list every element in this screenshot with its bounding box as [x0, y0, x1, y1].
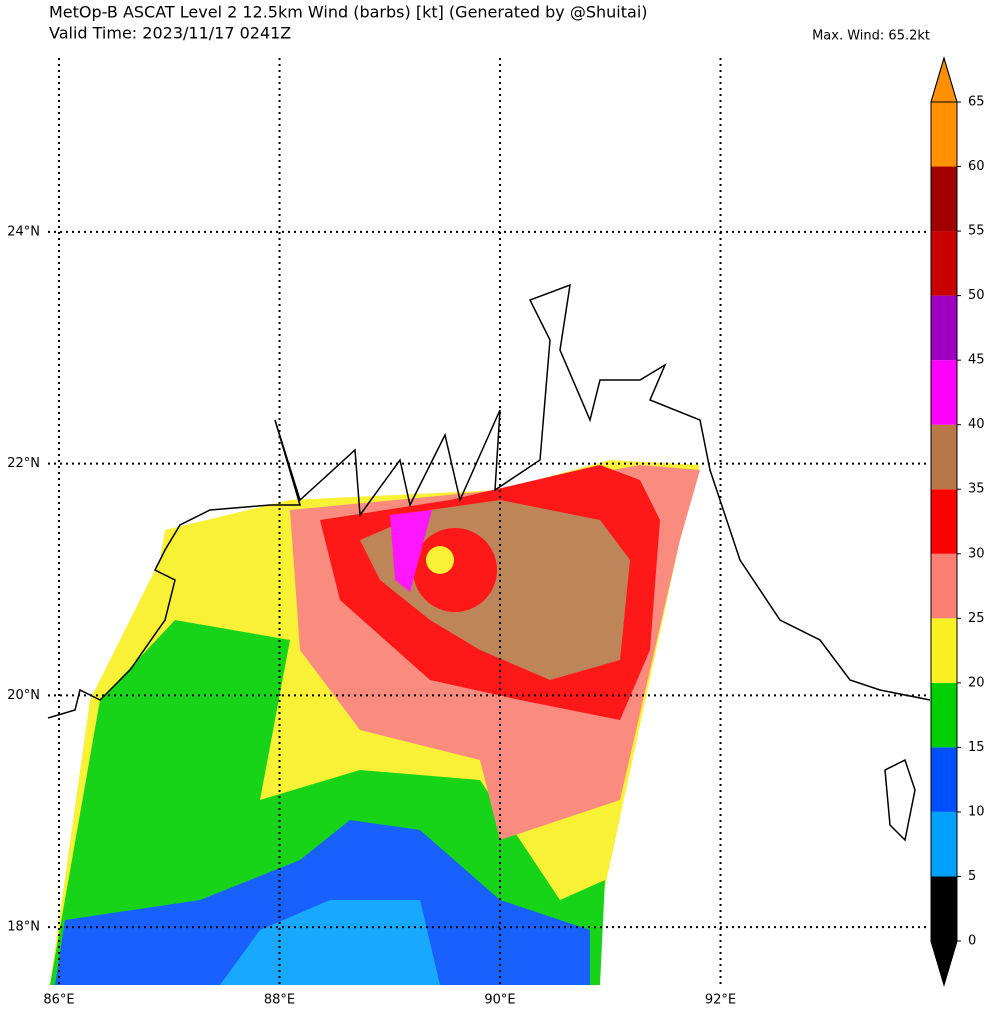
colorbar-label: 50	[968, 288, 985, 303]
colorbar-label: 35	[968, 482, 985, 497]
subtitle: Valid Time: 2023/11/17 0241Z	[49, 24, 291, 43]
colorbar-label: 20	[968, 675, 985, 690]
colorbar-label: 60	[968, 159, 985, 174]
wind-patch	[390, 510, 432, 592]
colorbar: 0 5 10 15 20 25 30 35 40 45 50 55 60 65	[930, 56, 985, 987]
wind-field	[50, 460, 700, 985]
colorbar-segment	[931, 876, 957, 941]
y-tick-label: 22°N	[7, 456, 40, 471]
title: MetOp-B ASCAT Level 2 12.5km Wind (barbs…	[49, 3, 648, 22]
x-tick-label: 88°E	[264, 993, 295, 1008]
colorbar-segment	[931, 295, 957, 361]
coastline	[47, 283, 931, 842]
colorbar-segment	[931, 424, 957, 490]
colorbar-segment	[931, 747, 957, 812]
colorbar-label: 5	[968, 869, 976, 884]
wind-patch	[55, 820, 590, 985]
colorbar-label: 40	[968, 417, 985, 432]
x-tick-label: 92°E	[705, 993, 736, 1008]
colorbar-label: 55	[968, 224, 985, 239]
y-tick-label: 18°N	[7, 920, 40, 935]
colorbar-segment	[931, 811, 957, 877]
colorbar-segment	[931, 682, 957, 748]
island	[884, 758, 916, 842]
colorbar-segment	[931, 360, 957, 425]
colorbar-label: 15	[968, 740, 985, 755]
max-wind: Max. Wind: 65.2kt	[812, 29, 930, 44]
colorbar-label: 30	[968, 546, 985, 561]
colorbar-segment	[931, 489, 957, 554]
colorbar-label: 0	[968, 934, 976, 949]
colorbar-label: 10	[968, 804, 985, 819]
colorbar-segment	[931, 231, 957, 296]
colorbar-label: 45	[968, 353, 985, 368]
wind-patch	[220, 900, 440, 985]
colorbar-segment	[931, 553, 957, 619]
colorbar-label: 65	[968, 95, 985, 110]
x-tick-label: 86°E	[43, 993, 74, 1008]
y-tick-label: 20°N	[7, 688, 40, 703]
y-tick-label: 24°N	[7, 224, 40, 239]
wind-patch	[413, 528, 497, 612]
x-tick-label: 90°E	[484, 993, 515, 1008]
colorbar-segment	[931, 618, 957, 683]
colorbar-label: 25	[968, 611, 985, 626]
coast	[47, 283, 931, 719]
colorbar-extend-top	[930, 56, 958, 103]
colorbar-segment	[931, 166, 957, 232]
colorbar-segment	[931, 102, 957, 167]
axes: 86°E 88°E 90°E 92°E 18°N 20°N 22°N 24°N	[7, 58, 930, 1008]
wind-patch	[426, 546, 454, 574]
colorbar-extend-bottom	[930, 940, 958, 987]
